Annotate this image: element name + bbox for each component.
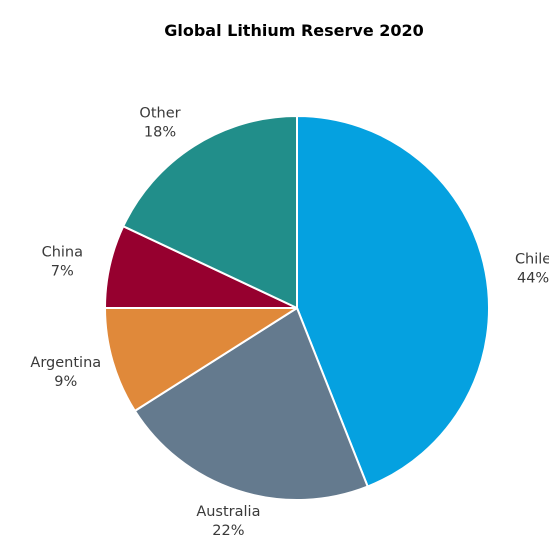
slice-category-australia: Australia bbox=[196, 504, 260, 520]
slice-percent-chile: 44% bbox=[517, 270, 549, 286]
slice-percent-other: 18% bbox=[144, 125, 176, 141]
pie-slice-chile bbox=[296, 115, 491, 488]
pie-slices bbox=[104, 115, 491, 501]
slice-percent-china: 7% bbox=[51, 264, 74, 280]
slice-category-argentina: Argentina bbox=[30, 355, 101, 371]
pie-slice-other bbox=[122, 115, 298, 309]
slice-label-chile: Chile 44% bbox=[515, 251, 549, 286]
slice-label-china: China 7% bbox=[42, 245, 83, 280]
slice-category-other: Other bbox=[139, 106, 180, 122]
slice-percent-argentina: 9% bbox=[54, 374, 77, 390]
pie-slice-australia bbox=[133, 307, 369, 501]
slice-label-other: Other 18% bbox=[139, 106, 180, 141]
slice-labels: Chile 44% Australia 22% Argentina 9% China 7% Ot… bbox=[30, 106, 549, 539]
slice-label-australia: Australia 22% bbox=[196, 504, 260, 539]
pie-slice-argentina bbox=[104, 307, 298, 412]
slice-category-china: China bbox=[42, 245, 83, 261]
slice-category-chile: Chile bbox=[515, 251, 549, 267]
chart-title: Global Lithium Reserve 2020 bbox=[164, 21, 424, 40]
slice-label-argentina: Argentina 9% bbox=[30, 355, 101, 390]
slice-percent-australia: 22% bbox=[212, 523, 244, 539]
